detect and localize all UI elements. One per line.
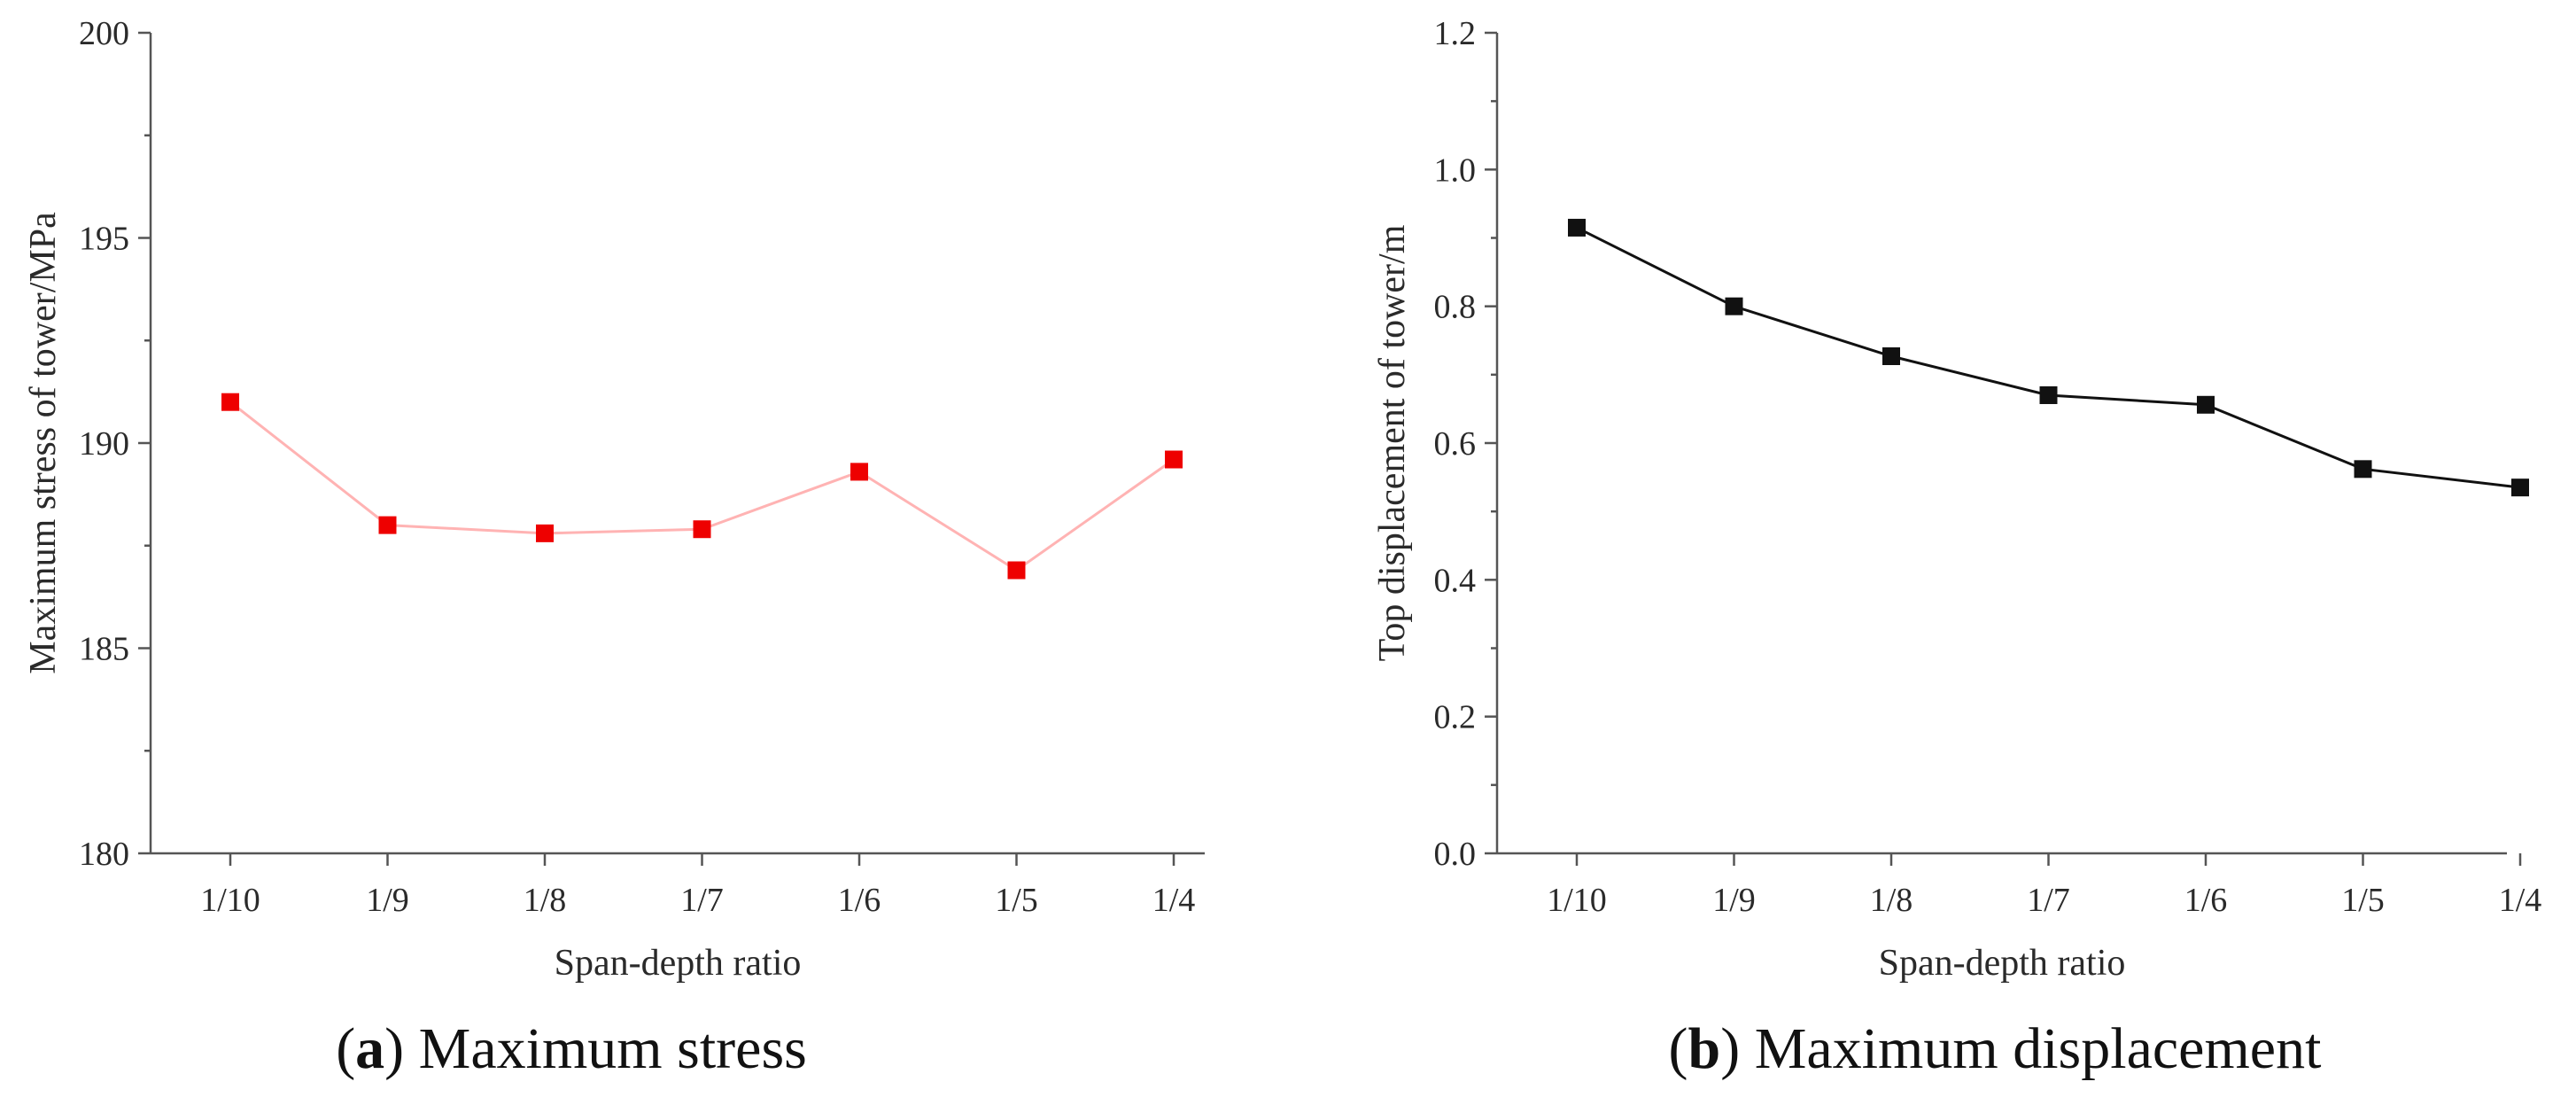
panel-a-x-tick-label: 1/6 <box>838 882 881 919</box>
panel-a-y-tick-label: 185 <box>79 631 129 668</box>
panel-b-data-point <box>2354 460 2372 479</box>
panel-a-x-tick-label: 1/10 <box>200 882 260 919</box>
panel-a-data-point <box>221 393 239 411</box>
panel-b-x-tick-label: 1/7 <box>2027 882 2070 919</box>
panel-b-data-point <box>1882 346 1900 365</box>
panel-a-data-point <box>693 520 711 539</box>
panel-a-x-tick-label: 1/5 <box>995 882 1038 919</box>
caption-a-letter: a <box>355 1016 384 1081</box>
panel-a-y-tick-label: 195 <box>79 221 129 258</box>
panel-b-data-point <box>2039 385 2058 404</box>
panel-a-y-axis-title: Maximum stress of tower/MPa <box>23 212 64 674</box>
panel-b-x-tick-label: 1/9 <box>1712 882 1756 919</box>
panel-b-y-tick-label: 1.2 <box>1434 15 1477 52</box>
panel-a-y-tick-label: 180 <box>79 836 129 873</box>
panel-b-data-point <box>2197 395 2215 414</box>
panel-b-x-tick-label: 1/4 <box>2499 882 2542 919</box>
panel-a-x-axis-title: Span-depth ratio <box>555 943 802 984</box>
panel-a-series-line <box>229 401 1175 572</box>
panel-a-data-point <box>1007 561 1026 580</box>
panel-b-data-point <box>2511 479 2529 497</box>
panel-b-series-line <box>1576 226 2521 489</box>
panel-b-y-tick-label: 0.0 <box>1434 836 1477 873</box>
caption-b-text: Maximum displacement <box>1740 1016 2321 1081</box>
panel-a-x-tick-label: 1/8 <box>524 882 567 919</box>
panel-b-y-tick-label: 1.0 <box>1434 152 1477 189</box>
panel-b-y-tick-label: 0.6 <box>1434 425 1477 463</box>
panel-b-displacement-chart: 0.0 0.2 0.4 0.6 0.8 1.0 1.2 1/10 1/9 1/8 1/7 1/6 1/5… <box>1372 15 2541 984</box>
panel-b-y-tick-label: 0.2 <box>1434 699 1477 736</box>
panel-b-x-tick-label: 1/5 <box>2341 882 2385 919</box>
panel-a-data-point <box>536 524 554 542</box>
panel-a-x-tick-label: 1/4 <box>1152 882 1196 919</box>
panel-a-stress-chart: 180 185 190 195 200 1/10 1/9 1/8 1/7 1/6 1/5 1/4 Spa… <box>23 15 1205 984</box>
panel-a-y-tick-label: 200 <box>79 15 129 52</box>
panel-a-x-tick-label: 1/7 <box>680 882 724 919</box>
panel-b-y-axis-title: Top displacement of tower/m <box>1372 224 1413 661</box>
panel-a-x-tick-label: 1/9 <box>366 882 409 919</box>
panel-b-x-axis-title: Span-depth ratio <box>1879 943 2126 984</box>
panel-b-x-tick-label: 1/6 <box>2184 882 2228 919</box>
panel-a-data-point <box>850 463 868 481</box>
panel-b-y-tick-label: 0.8 <box>1434 289 1477 326</box>
panel-a-data-point <box>378 516 397 534</box>
panel-b-y-tick-label: 0.4 <box>1434 562 1477 599</box>
panel-b-x-tick-label: 1/10 <box>1547 882 1607 919</box>
caption-a: (a) Maximum stress <box>336 1016 807 1081</box>
caption-a-text: Maximum stress <box>404 1016 807 1081</box>
panel-a-y-tick-label: 190 <box>79 425 129 463</box>
panel-b-data-point <box>1725 297 1743 315</box>
caption-b: (b) Maximum displacement <box>1669 1016 2322 1081</box>
panel-a-data-point <box>1165 450 1183 469</box>
caption-b-letter: b <box>1688 1016 1721 1081</box>
panel-b-data-point <box>1568 218 1586 237</box>
panel-b-x-tick-label: 1/8 <box>1870 882 1913 919</box>
